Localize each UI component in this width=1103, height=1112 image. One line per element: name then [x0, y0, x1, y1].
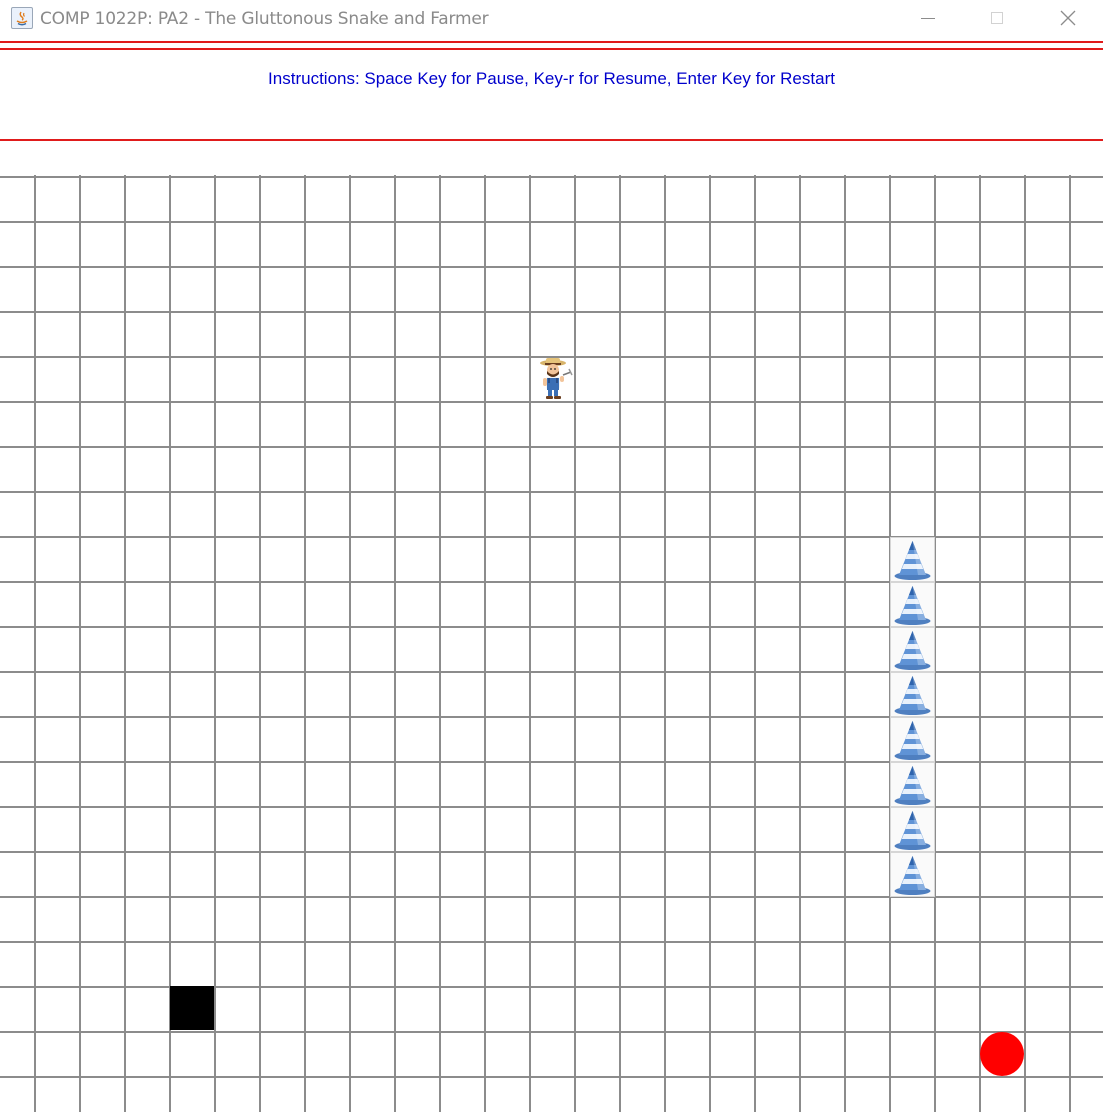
divider-top-1	[0, 41, 1103, 43]
divider-top-2	[0, 48, 1103, 50]
snake-segment-cone-icon	[890, 627, 935, 672]
maximize-button[interactable]	[963, 0, 1031, 38]
window-title: COMP 1022P: PA2 - The Gluttonous Snake a…	[40, 9, 489, 29]
close-icon	[1060, 10, 1076, 26]
snake-segment-cone-icon	[890, 582, 935, 627]
snake-segment-cone-icon	[890, 672, 935, 717]
divider-bottom	[0, 139, 1103, 141]
snake-segment-cone-icon	[890, 807, 935, 852]
minimize-icon	[921, 18, 935, 19]
close-button[interactable]	[1034, 0, 1102, 38]
minimize-button[interactable]	[895, 0, 963, 38]
window-titlebar[interactable]: COMP 1022P: PA2 - The Gluttonous Snake a…	[0, 0, 1103, 38]
snake-segment-cone-icon	[890, 762, 935, 807]
food-circle	[980, 1032, 1024, 1076]
maximize-icon	[991, 12, 1003, 24]
java-app-icon	[11, 7, 33, 29]
game-grid	[0, 175, 1103, 1112]
snake-segment-cone-icon	[890, 852, 935, 897]
farmer-icon	[531, 356, 576, 401]
snake-segment-cone-icon	[890, 717, 935, 762]
instructions-text: Instructions: Space Key for Pause, Key-r…	[268, 69, 835, 88]
game-board[interactable]	[0, 175, 1103, 1112]
obstacle-square	[170, 986, 214, 1030]
snake-segment-cone-icon	[890, 537, 935, 582]
